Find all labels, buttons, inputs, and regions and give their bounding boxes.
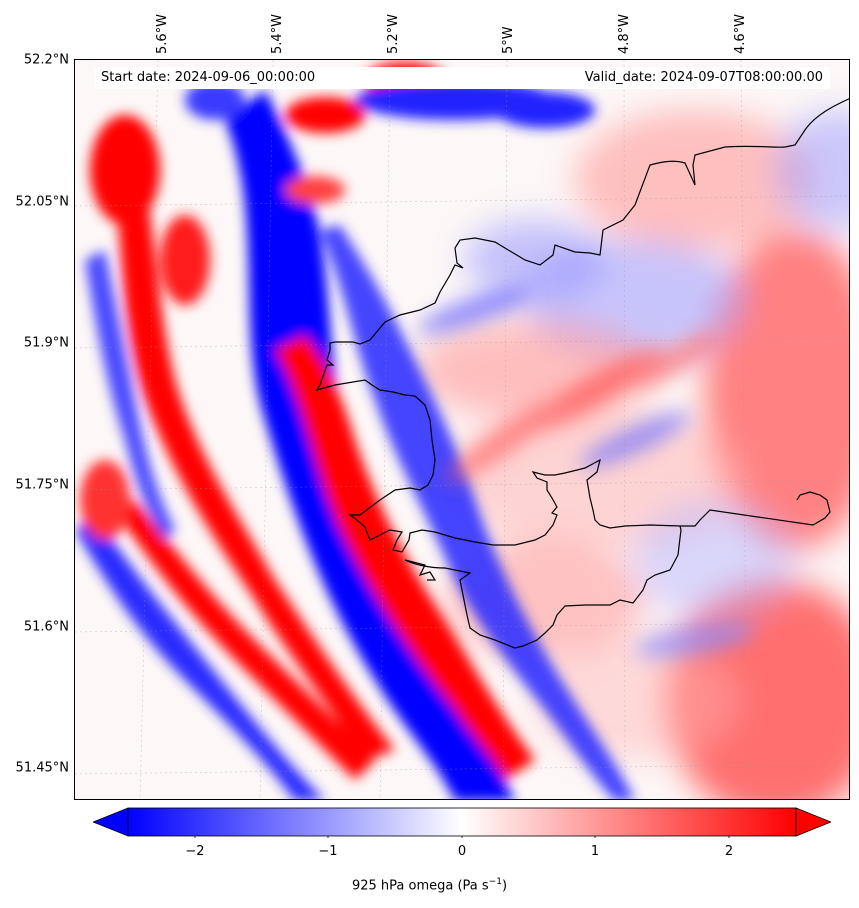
lon-label-wrap: 5°W [501, 0, 522, 58]
colorbar-ticks [194, 836, 730, 838]
lat-label: 52.2°N [23, 52, 69, 68]
lon-label-wrap: 5.4°W [270, 0, 291, 58]
colorbar-tick-label: 2 [724, 844, 734, 859]
colorbar-body [127, 807, 797, 837]
colorbar-label: 925 hPa omega (Pa s−1) [0, 877, 859, 893]
wave-bands [75, 62, 634, 799]
lat-label: 51.75°N [15, 477, 69, 493]
valid-date-label: Valid_date: 2024-09-07T08:00:00.00 [584, 70, 823, 85]
graticule [75, 60, 849, 799]
lon-label: 5.6°W [155, 13, 170, 54]
lat-label: 51.9°N [23, 335, 69, 351]
colorbar [93, 807, 831, 838]
colorbar-label-exp: −1 [488, 877, 502, 887]
colorbar-tick-label: −1 [318, 844, 338, 859]
lon-label-wrap: 4.6°W [733, 0, 754, 58]
colorbar-label-end: ) [501, 878, 508, 894]
colorbar-extend-min [93, 807, 129, 837]
map-panel [74, 59, 850, 800]
coastline [315, 98, 849, 649]
lon-label: 5°W [501, 26, 516, 54]
lon-label: 4.8°W [617, 13, 632, 54]
lon-label: 4.6°W [733, 13, 748, 54]
lon-label: 5.2°W [386, 13, 401, 54]
omega-field-map [75, 60, 849, 799]
lon-label: 5.4°W [270, 13, 285, 54]
lon-label-wrap: 5.2°W [386, 0, 407, 58]
colorbar-extend-max [795, 807, 831, 837]
lon-label-wrap: 4.8°W [617, 0, 638, 58]
lat-label: 51.6°N [23, 619, 69, 635]
colorbar-label-text: 925 hPa omega (Pa s [351, 878, 489, 894]
lat-label: 52.05°N [15, 194, 69, 210]
start-date-label: Start date: 2024-09-06_00:00:00 [101, 70, 316, 85]
colorbar-tick-label: 1 [590, 844, 600, 859]
lon-label-wrap: 5.6°W [155, 0, 176, 58]
info-bar: Start date: 2024-09-06_00:00:00 Valid_da… [94, 67, 830, 89]
colorbar-tick-label: −2 [185, 844, 205, 859]
colorbar-tick-label: 0 [457, 844, 467, 859]
lat-label: 51.45°N [15, 760, 69, 776]
